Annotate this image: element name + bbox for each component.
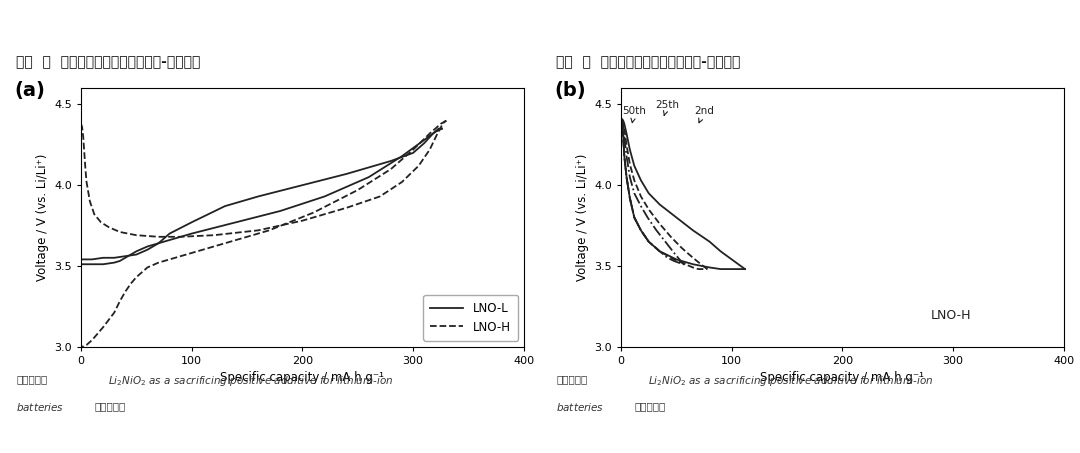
Text: (b): (b) — [555, 81, 586, 100]
Text: 图表  ：  富锂镍酸锂的首次循环容量-电压曲线: 图表 ： 富锂镍酸锂的首次循环容量-电压曲线 — [16, 55, 201, 69]
Text: (a): (a) — [15, 81, 45, 100]
Text: 图表  ：  富锂镍酸锂的多次循环容量-电压曲线: 图表 ： 富锂镍酸锂的多次循环容量-电压曲线 — [556, 55, 741, 69]
Text: 50th: 50th — [622, 106, 646, 123]
Legend: LNO-L, LNO-H: LNO-L, LNO-H — [423, 294, 518, 341]
Y-axis label: Voltage / V (vs. Li/Li⁺): Voltage / V (vs. Li/Li⁺) — [36, 154, 49, 281]
X-axis label: Specific capacity / mA h g⁻¹: Specific capacity / mA h g⁻¹ — [760, 371, 924, 384]
Text: ，中信建投: ，中信建投 — [635, 401, 665, 411]
Text: 2nd: 2nd — [694, 106, 714, 123]
Text: 资料来源：: 资料来源： — [556, 374, 588, 384]
X-axis label: Specific capacity / mA h g⁻¹: Specific capacity / mA h g⁻¹ — [220, 371, 384, 384]
Text: 资料来源：: 资料来源： — [16, 374, 48, 384]
Text: ，中信建投: ，中信建投 — [95, 401, 125, 411]
Y-axis label: Voltage / V (vs. Li/Li⁺): Voltage / V (vs. Li/Li⁺) — [576, 154, 589, 281]
Text: LNO-H: LNO-H — [931, 309, 972, 322]
Text: $\it{batteries}$: $\it{batteries}$ — [16, 401, 65, 413]
Text: 25th: 25th — [656, 100, 679, 116]
Text: $\it{batteries}$: $\it{batteries}$ — [556, 401, 605, 413]
Text: $\mathit{Li_2NiO_2}$ $\it{as\ a\ sacrificing\ positive\ additive\ for\ lithium}$: $\mathit{Li_2NiO_2}$ $\it{as\ a\ sacrifi… — [108, 374, 393, 388]
Text: $\mathit{Li_2NiO_2}$ $\it{as\ a\ sacrificing\ positive\ additive\ for\ lithium}$: $\mathit{Li_2NiO_2}$ $\it{as\ a\ sacrifi… — [648, 374, 933, 388]
